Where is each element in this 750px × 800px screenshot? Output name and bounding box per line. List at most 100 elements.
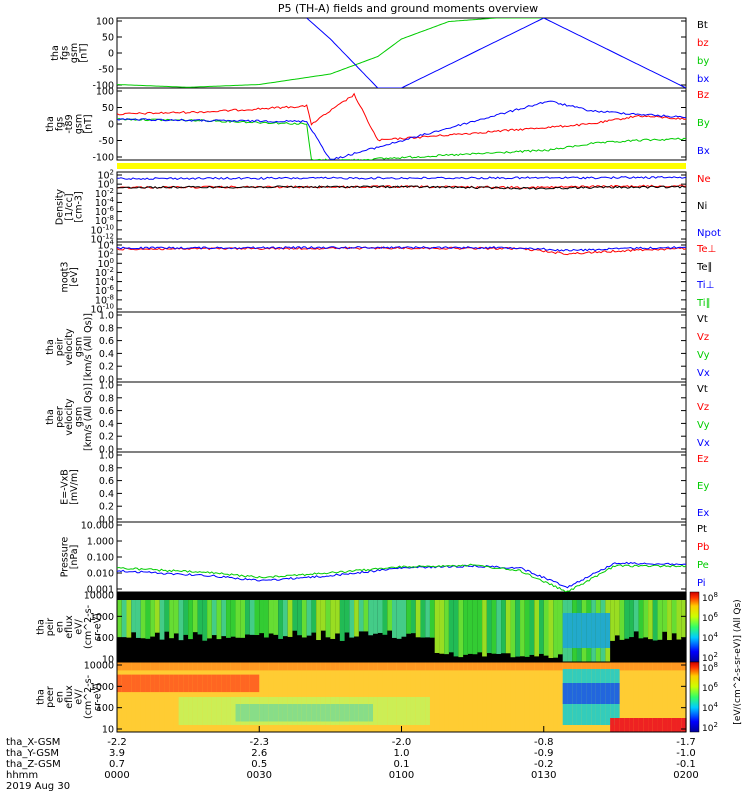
legend-label: Ni [697,201,707,212]
spec-cell [667,662,673,732]
y-axis-label: en [55,621,66,633]
legend-label: Ne [697,174,711,185]
spec-cell [235,662,241,671]
y-tick-label: 1000 [90,682,114,693]
spec-cell [491,662,497,732]
y-axis-label: tha [50,45,61,61]
spec-cell [131,600,137,633]
spec-cell [557,662,564,732]
colorbar-tick-label: 108 [702,591,718,604]
y-axis-label: sr-eV) [93,613,104,641]
spec-cell [335,662,341,671]
spec-cell [444,600,450,655]
spec-cell [520,662,526,732]
spec-cell [553,662,559,671]
spec-cell [633,662,640,671]
spec-cell [363,600,369,632]
x-tick-label: 0.1 [394,759,410,770]
spec-cell [259,704,265,722]
y-axis-label: eV/ [74,618,85,634]
y-tick-label: 0.8 [99,393,114,404]
spec-cell [543,662,550,732]
series-line-temp [117,245,686,252]
spec-cell [377,662,384,671]
spec-cell [619,662,625,732]
spec-cell [325,600,331,638]
y-tick-label: 50 [102,33,114,44]
y-axis-label: eflux [64,615,75,639]
spec-cell [600,683,606,704]
series-line-pressure [117,563,686,592]
series-line-fgs_t89 [117,100,686,160]
y-tick-label: 0.4 [99,419,114,430]
spec-cell [325,704,331,722]
spec-cell [491,600,497,654]
spec-cell [572,683,578,704]
spec-cell [306,600,313,636]
panel-frame [116,311,687,383]
legend-label: Ex [697,508,709,519]
spec-cell [676,662,682,732]
y-tick-label: -50 [98,136,114,147]
spec-cell [610,662,616,671]
y-axis-label: (cm^2-s- [83,605,94,649]
spec-cell [211,600,218,636]
spec-cell [230,600,237,637]
legend-label: Bx [697,146,710,157]
legend-label: bz [697,38,709,49]
y-tick-label: 0.100 [87,553,114,564]
legend-label: Ti⊥ [696,280,714,291]
spec-cell [178,697,184,725]
spec-cell [429,662,436,671]
x-row-label: tha_X-GSM [6,737,60,748]
y-tick-label: 10 [102,725,114,736]
spec-cell [406,697,412,725]
y-tick-label: 0.2 [99,362,114,373]
spec-cell [297,704,303,722]
spec-cell [439,662,445,671]
spec-cell [377,600,384,633]
spec-cell [192,600,199,633]
panel-frame [116,87,687,161]
spec-cell [648,662,654,671]
series-line-density [117,184,686,189]
spec-cell [117,600,123,638]
spec-cell [652,600,659,641]
legend-label: Vy [697,350,710,361]
legend-label: Pe [697,560,709,571]
spec-cell [230,662,237,671]
spec-cell [368,662,374,671]
spec-cell [410,600,417,634]
spec-cell [358,704,365,722]
y-axis-label: -t89 [64,114,75,133]
spec-cell [306,704,313,722]
spec-cell [344,600,350,633]
y-axis-label: [eV] [69,267,80,287]
spec-cell [159,600,166,640]
spec-cell [263,704,270,722]
spec-cell [576,683,583,704]
spec-cell [501,600,507,654]
spec-cell [396,600,403,639]
spec-cell [681,600,687,638]
figure-title: P5 (TH-A) fields and ground moments over… [278,2,538,15]
spec-cell [681,662,687,732]
spec-cell [434,662,441,671]
spec-cell [529,600,535,655]
x-tick-label: -0.9 [534,748,554,759]
spec-cell [311,662,317,671]
y-tick-label: 100 [96,703,114,714]
spec-cell [358,662,365,671]
spec-cell [562,683,569,704]
spec-cell [671,718,678,732]
spec-cell [505,662,512,671]
spec-cell [463,600,469,655]
spec-cell [188,674,194,693]
spec-cell [339,704,346,722]
spec-cell [121,600,128,638]
spec-cell [548,600,554,659]
spec-cell [135,674,142,693]
spec-cell [178,662,184,671]
legend-label: Pt [697,524,707,535]
